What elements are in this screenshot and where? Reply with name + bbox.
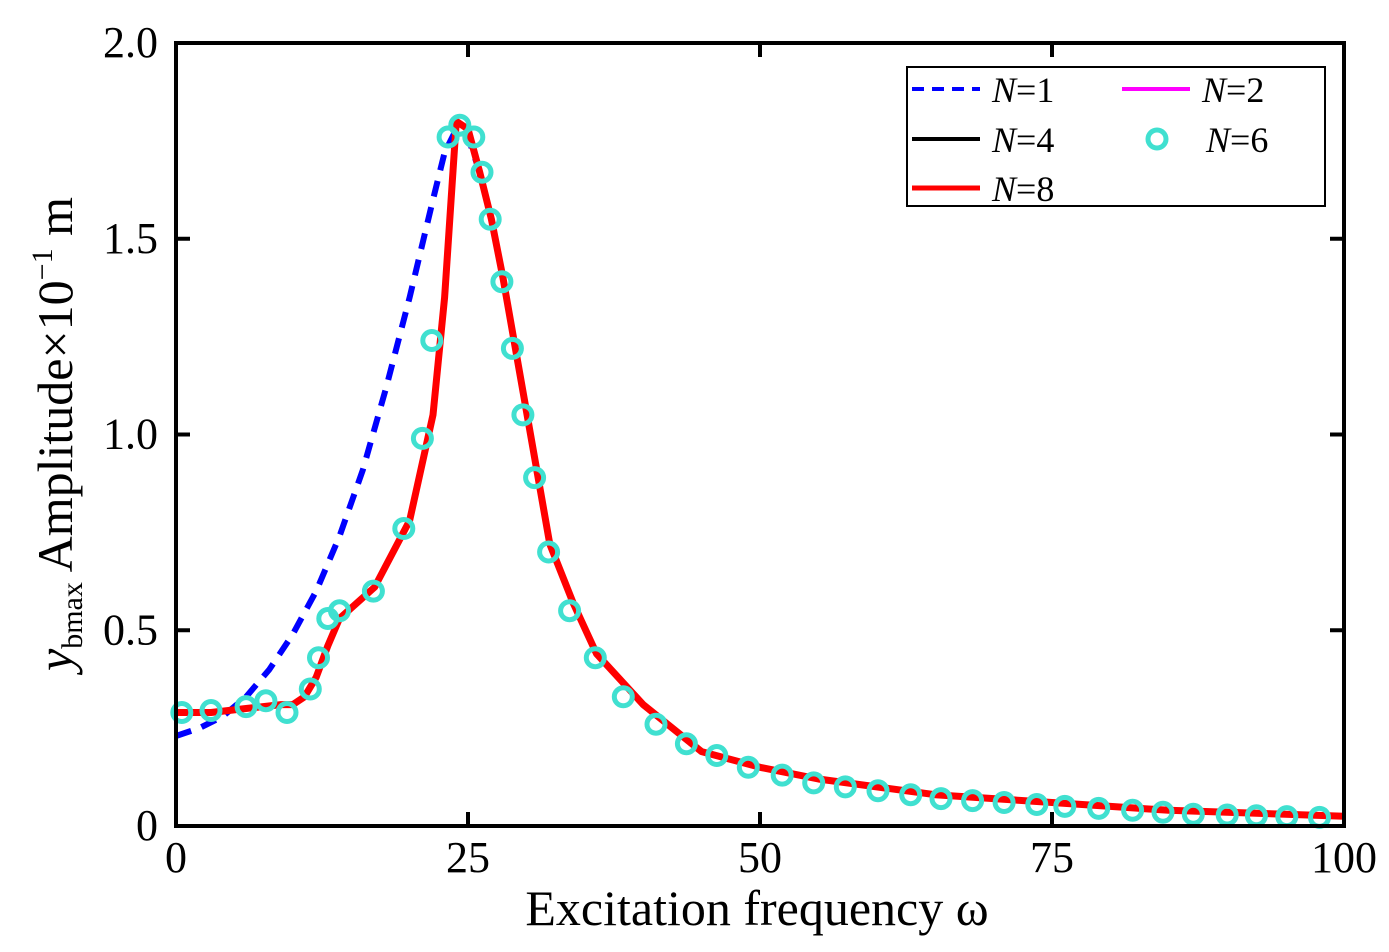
legend-var-n8: N [991, 169, 1018, 209]
y-axis-sub: bmax [56, 582, 89, 649]
marker-n6 [500, 336, 524, 360]
legend-var-n2: N [1201, 70, 1228, 110]
marker-n6 [1053, 794, 1077, 818]
marker-n6 [199, 699, 223, 722]
x-tick-label: 25 [446, 833, 490, 882]
marker-n6 [275, 701, 299, 724]
legend-eq-n2: =2 [1226, 70, 1264, 110]
y-axis-unit-exp: −1 [26, 248, 59, 280]
marker-n6 [448, 113, 472, 137]
marker-n6 [328, 599, 351, 623]
marker-n6 [899, 783, 923, 807]
series-line-n1 [175, 126, 1345, 820]
series-line-n4 [176, 119, 1345, 819]
series-line-n2 [176, 119, 1345, 819]
marker-n6 [537, 540, 561, 564]
legend-label-n4: N=4 [991, 120, 1054, 160]
marker-n6 [644, 712, 668, 736]
x-tick-label: 100 [1311, 833, 1377, 882]
legend-entry-n6: N=6 [1145, 120, 1268, 160]
marker-n6 [511, 403, 535, 427]
legend-var-n1: N [991, 70, 1018, 110]
tick-layer: 0 25 50 75 100 0 0.5 1.0 1.5 2.0 [103, 18, 1377, 882]
marker-n6 [436, 125, 460, 149]
marker-n6 [1121, 798, 1145, 822]
marker-n6 [462, 125, 486, 149]
legend-var-n6: N [1205, 120, 1232, 160]
marker-n6 [254, 689, 278, 713]
legend-label-n1: N=1 [991, 70, 1054, 110]
marker-n6 [929, 787, 953, 811]
marker-n6 [523, 466, 547, 490]
x-tick-label: 0 [165, 833, 187, 882]
marker-n6 [705, 744, 729, 767]
y-axis-main: Amplitude [27, 359, 83, 573]
marker-n6 [558, 599, 582, 623]
y-axis-spacer [27, 572, 83, 582]
legend-entry-n2: N=2 [1122, 70, 1264, 110]
marker-n6 [1181, 802, 1205, 826]
legend-eq-n4: =4 [1016, 120, 1054, 160]
marker-n6 [170, 701, 194, 724]
marker-n6 [674, 732, 698, 756]
marker-layer [170, 113, 1331, 829]
y-tick-label: 0 [136, 801, 158, 850]
y-tick-label: 1.0 [103, 410, 158, 459]
y-axis-var: y [27, 648, 83, 676]
marker-n6 [490, 270, 514, 294]
x-tick-label: 50 [738, 833, 782, 882]
marker-n6 [770, 763, 794, 787]
legend-eq-n8: =8 [1016, 169, 1054, 209]
marker-n6 [611, 685, 635, 709]
x-axis-label: Excitation frequency ω [525, 880, 988, 936]
marker-n6 [1151, 800, 1175, 824]
marker-n6 [470, 160, 494, 184]
series-layer [175, 117, 1345, 820]
legend-label-n8: N=8 [991, 169, 1054, 209]
marker-n6 [361, 579, 385, 603]
marker-n6 [1025, 793, 1049, 816]
legend: N=1 N=2 N=4 N=6 N=8 [906, 66, 1326, 209]
marker-n6 [478, 207, 502, 231]
marker-n6 [833, 775, 857, 799]
marker-n6 [992, 791, 1016, 814]
y-axis-label: ybmax Amplitude×10−1 m [26, 197, 89, 676]
marker-n6 [298, 677, 322, 701]
marker-n6 [234, 695, 258, 719]
marker-n6 [307, 646, 330, 670]
marker-n6 [736, 755, 760, 779]
y-tick-label: 0.5 [103, 605, 158, 654]
x-tick-label: 75 [1030, 833, 1074, 882]
legend-entry-n1: N=1 [912, 70, 1054, 110]
marker-n6 [410, 426, 434, 450]
marker-n6 [420, 329, 444, 352]
legend-eq-n6: =6 [1230, 120, 1268, 160]
y-axis-unit-base: ×10 [27, 280, 83, 358]
legend-marker-n6 [1145, 127, 1169, 151]
legend-label-n6: N=6 [1205, 120, 1268, 160]
marker-n6 [866, 779, 890, 803]
marker-n6 [961, 789, 985, 813]
legend-eq-n1: =1 [1016, 70, 1054, 110]
y-tick-label: 1.5 [103, 214, 158, 263]
marker-n6 [392, 517, 416, 540]
legend-var-n4: N [991, 120, 1018, 160]
marker-n6 [1087, 796, 1111, 820]
y-tick-label: 2.0 [103, 18, 158, 67]
marker-n6 [802, 771, 826, 795]
legend-entry-n4: N=4 [912, 120, 1054, 160]
y-axis-unit: m [27, 197, 83, 249]
series-line-n8 [176, 117, 1345, 820]
marker-n6 [583, 646, 607, 670]
legend-entry-n8: N=8 [912, 169, 1054, 209]
legend-label-n2: N=2 [1201, 70, 1264, 110]
